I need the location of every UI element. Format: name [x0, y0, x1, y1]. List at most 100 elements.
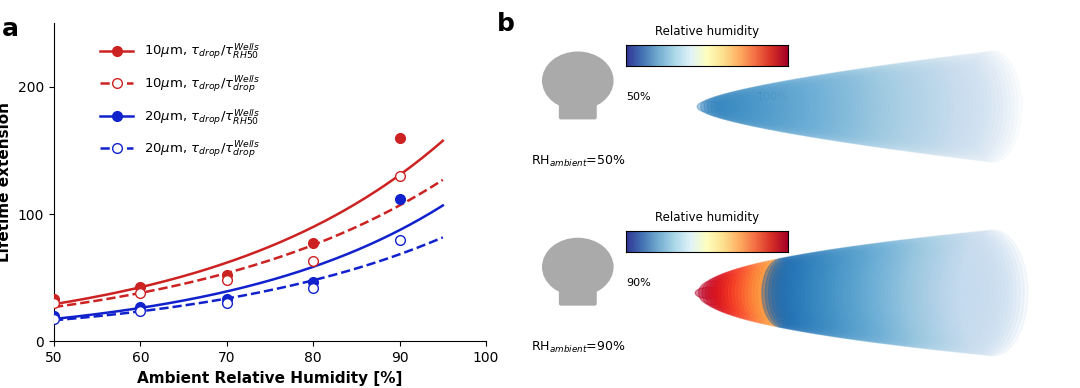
- Ellipse shape: [902, 237, 962, 349]
- Ellipse shape: [761, 83, 794, 131]
- Ellipse shape: [958, 52, 1014, 161]
- Ellipse shape: [809, 250, 854, 336]
- Ellipse shape: [924, 57, 976, 157]
- Ellipse shape: [948, 54, 1003, 160]
- Ellipse shape: [856, 66, 901, 147]
- Ellipse shape: [829, 71, 869, 143]
- Ellipse shape: [905, 236, 967, 350]
- Ellipse shape: [826, 71, 866, 142]
- Text: 90%: 90%: [626, 278, 651, 288]
- Ellipse shape: [951, 53, 1007, 161]
- Text: RH$_{ambient}$=50%: RH$_{ambient}$=50%: [530, 154, 625, 169]
- Ellipse shape: [945, 232, 1012, 354]
- Ellipse shape: [937, 55, 991, 159]
- Ellipse shape: [715, 272, 747, 314]
- Ellipse shape: [795, 252, 839, 334]
- Ellipse shape: [798, 251, 843, 334]
- Ellipse shape: [832, 246, 881, 340]
- Ellipse shape: [772, 81, 806, 133]
- Ellipse shape: [828, 247, 878, 339]
- Ellipse shape: [877, 63, 923, 150]
- Ellipse shape: [929, 234, 994, 352]
- Ellipse shape: [785, 254, 827, 332]
- Ellipse shape: [765, 82, 798, 132]
- Ellipse shape: [721, 269, 755, 317]
- Ellipse shape: [890, 61, 939, 152]
- Ellipse shape: [766, 258, 805, 328]
- FancyBboxPatch shape: [559, 278, 596, 305]
- Ellipse shape: [883, 62, 931, 151]
- Text: b: b: [497, 12, 515, 36]
- Ellipse shape: [735, 265, 770, 321]
- Text: Relative humidity: Relative humidity: [656, 211, 759, 224]
- Ellipse shape: [739, 264, 774, 322]
- Ellipse shape: [704, 97, 729, 116]
- Ellipse shape: [788, 78, 824, 136]
- Ellipse shape: [879, 239, 935, 346]
- Ellipse shape: [809, 74, 847, 139]
- Ellipse shape: [944, 54, 999, 159]
- Ellipse shape: [955, 52, 1011, 161]
- Ellipse shape: [887, 62, 934, 152]
- Ellipse shape: [742, 263, 778, 323]
- Ellipse shape: [939, 232, 1004, 353]
- Legend: 10$\mu$m, $\tau_{drop}$/$\tau^{Wells}_{RH50}$, 10$\mu$m, $\tau_{drop}$/$\tau^{We: 10$\mu$m, $\tau_{drop}$/$\tau^{Wells}_{R…: [95, 36, 265, 165]
- Ellipse shape: [847, 68, 889, 146]
- Ellipse shape: [788, 253, 832, 333]
- Text: Relative humidity: Relative humidity: [656, 25, 759, 38]
- Text: 100%: 100%: [757, 278, 788, 288]
- Ellipse shape: [721, 92, 748, 121]
- Ellipse shape: [758, 83, 791, 130]
- Ellipse shape: [842, 244, 893, 341]
- Ellipse shape: [815, 73, 854, 140]
- Ellipse shape: [931, 55, 984, 158]
- Ellipse shape: [775, 256, 816, 330]
- Ellipse shape: [899, 237, 959, 349]
- Ellipse shape: [725, 268, 758, 318]
- Ellipse shape: [707, 96, 733, 118]
- Ellipse shape: [833, 70, 874, 144]
- Ellipse shape: [744, 86, 775, 127]
- Ellipse shape: [792, 77, 828, 137]
- Ellipse shape: [729, 267, 762, 319]
- Ellipse shape: [702, 278, 731, 308]
- Ellipse shape: [792, 253, 836, 333]
- Ellipse shape: [919, 235, 982, 351]
- Ellipse shape: [866, 65, 912, 149]
- Ellipse shape: [696, 287, 724, 299]
- Ellipse shape: [838, 245, 889, 341]
- Ellipse shape: [802, 75, 839, 138]
- Ellipse shape: [819, 248, 866, 338]
- Ellipse shape: [948, 231, 1016, 355]
- Ellipse shape: [915, 235, 977, 351]
- Ellipse shape: [835, 246, 886, 340]
- Ellipse shape: [922, 234, 986, 352]
- FancyBboxPatch shape: [559, 92, 596, 119]
- Ellipse shape: [768, 81, 801, 132]
- Ellipse shape: [846, 244, 897, 342]
- Text: a: a: [2, 17, 19, 41]
- Ellipse shape: [732, 266, 766, 320]
- Ellipse shape: [956, 230, 1024, 355]
- Ellipse shape: [872, 241, 928, 345]
- Ellipse shape: [869, 64, 916, 149]
- Ellipse shape: [961, 52, 1018, 162]
- Ellipse shape: [914, 58, 964, 156]
- Ellipse shape: [951, 231, 1021, 355]
- Ellipse shape: [741, 87, 771, 126]
- Ellipse shape: [758, 259, 797, 327]
- Ellipse shape: [782, 255, 824, 331]
- Ellipse shape: [862, 242, 916, 344]
- Ellipse shape: [941, 54, 995, 159]
- Ellipse shape: [910, 59, 961, 155]
- Ellipse shape: [880, 63, 927, 151]
- Ellipse shape: [928, 56, 980, 157]
- Ellipse shape: [815, 249, 863, 337]
- Ellipse shape: [711, 95, 737, 119]
- Ellipse shape: [886, 239, 943, 347]
- Ellipse shape: [701, 99, 726, 115]
- Ellipse shape: [850, 68, 893, 146]
- Ellipse shape: [796, 76, 832, 137]
- Ellipse shape: [875, 240, 932, 346]
- Ellipse shape: [935, 233, 1001, 353]
